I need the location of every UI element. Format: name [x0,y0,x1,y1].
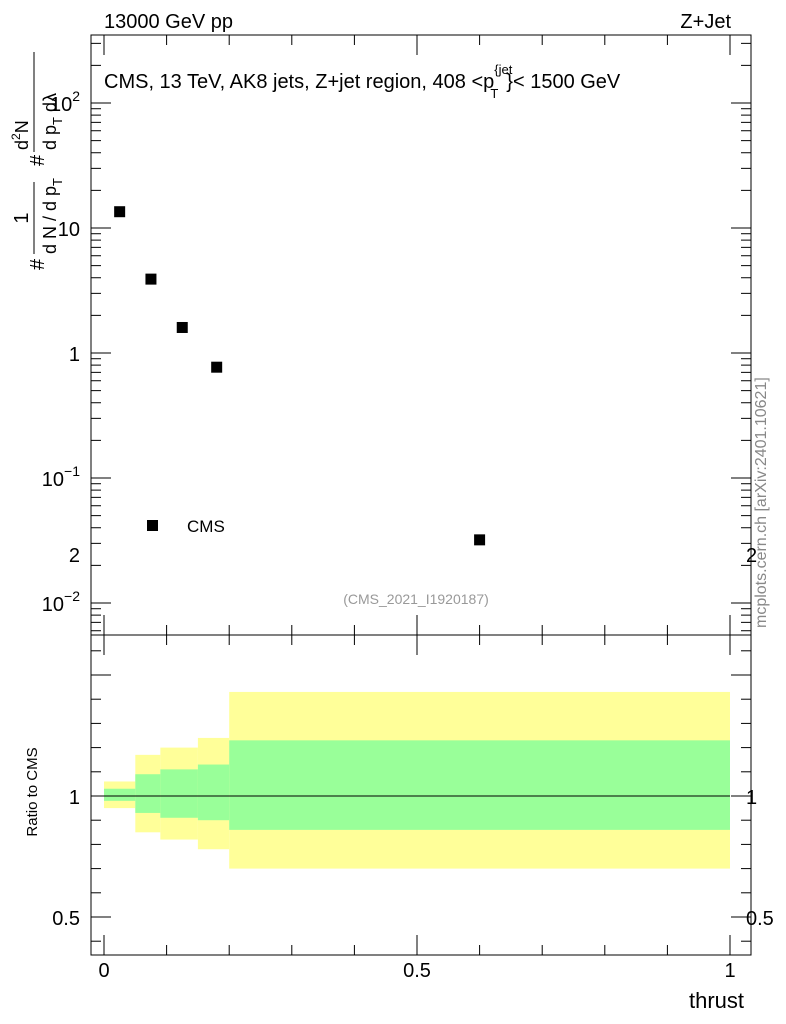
ylabel-den-2-rest: dλ [40,93,60,117]
main-y-tick-label-3: 10 [58,219,80,241]
ylabel-num-2-rest: N [12,120,32,133]
main-y-tick-label-base: 10 [58,219,80,241]
data-point-0 [114,206,126,218]
side-label: mcplots.cern.ch [arXiv:2401.10621] [753,377,770,628]
legend-label: CMS [187,517,225,536]
ylabel-num-2-d: d [12,140,32,150]
data-point-2 [176,321,188,333]
ylabel-num-2-sup: 2 [9,133,23,140]
main-plot-frame [90,34,752,636]
plot-title-main: CMS, 13 TeV, AK8 jets, Z+jet region, 408… [104,71,494,93]
main-y-tick-label-base: 10 [42,594,64,616]
ratio-y-tick-label-right-0: 0.5 [746,908,774,930]
ratio-band-inner-4 [229,740,730,830]
plot-title: CMS, 13 TeV, AK8 jets, Z+jet region, 408… [104,62,621,101]
ratio-band-inner-0 [104,788,136,801]
plot-title-end: }< 1500 GeV [506,71,621,93]
x-tick-label-2: 1 [724,960,735,982]
main-y-tick-label-base: 10 [50,94,72,116]
ylabel-den-1-sub: T [50,178,65,186]
ratio-y-tick-label-right-1: 1 [746,787,757,809]
main-y-tick-label-exp: −2 [64,588,80,604]
ratio-bands [104,691,730,869]
watermark: (CMS_2021_I1920187) [343,591,489,607]
ratio-y-tick-label-left-0: 0.5 [52,908,80,930]
x-axis-label: thrust [689,988,744,1013]
ylabel-den-2-sub: T [50,117,65,125]
ylabel-hash-1: # [27,258,49,270]
ylabel-hash-2: # [27,154,49,166]
ylabel-num-1: 1 [11,212,33,223]
ratio-band-inner-1 [135,774,161,813]
main-y-tick-label-base: 1 [69,344,80,366]
ratio-plot-frame [90,634,752,956]
data-point-1 [145,273,157,285]
main-y-tick-label-base: 10 [42,469,64,491]
plot-title-sub: T [490,86,498,101]
data-point-3 [211,361,223,373]
ylabel-den-2-text: d p [40,125,60,150]
ylabel-den-2: d pT dλ [40,93,65,150]
data-point-4 [474,534,486,546]
axis-ticks [91,35,751,955]
ylabel-den-1: d N / d pT [40,178,65,254]
ylabel-den-1-text: d N / d p [40,186,60,254]
main-y-tick-label-exp: 2 [72,88,80,104]
ratio-y-tick-label-left-1: 1 [69,787,80,809]
x-tick-labels: 0 0.5 1 [98,960,735,982]
ratio-y-tick-label-left-2: 2 [69,545,80,567]
ratio-y-tick-label-right-2: 2 [746,545,757,567]
main-y-tick-label-1: 10−1 [42,463,80,491]
header-right: Z+Jet [680,11,731,33]
ratio-y-axis-label: Ratio to CMS [24,747,41,836]
x-tick-label-0: 0 [98,960,109,982]
main-y-tick-label-2: 1 [69,344,80,366]
header-left: 13000 GeV pp [104,11,233,33]
x-tick-label-1: 0.5 [403,960,431,982]
data-points [114,206,486,546]
ylabel-num-2: d2N [9,120,32,150]
main-y-tick-label-4: 102 [50,88,80,116]
ratio-band-inner-3 [197,764,230,821]
plot-title-sup: {jet [494,62,512,77]
main-y-tick-label-0: 10−2 [42,588,80,616]
main-y-axis-label: # 1 d N / d pT # d2N d pT dλ [9,52,65,270]
legend-marker [147,520,158,531]
ratio-band-inner-2 [160,769,198,818]
main-y-tick-label-exp: −1 [64,463,80,479]
ratio-y-tick-labels: 0.5 0.5 1 1 2 2 [52,545,774,930]
